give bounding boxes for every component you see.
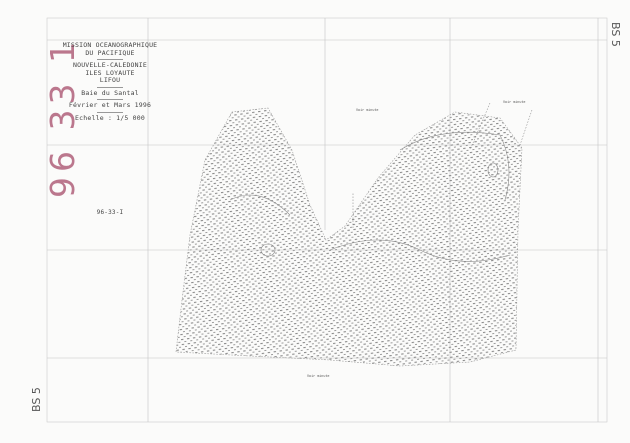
bay-name: Baie du Santal — [81, 88, 139, 97]
mission-subtitle: DU PACIFIQUE — [85, 48, 135, 57]
minute-note-1: Voir minute — [356, 108, 379, 112]
region: NOUVELLE-CALEDONIE — [72, 61, 148, 69]
sheet-code-bottom: BS 5 — [30, 387, 43, 412]
mission-title: MISSION OCEANOGRAPHIQUE — [62, 41, 158, 49]
survey-date: Février et Mars 1996 — [68, 101, 152, 109]
islands: ILES LOYAUTE — [85, 68, 135, 77]
scale: Echelle : 1/5 000 — [75, 113, 145, 122]
minute-note-3: Voir minute — [307, 374, 330, 378]
sheet-code-top: BS 5 — [609, 22, 622, 47]
reference-number: 96-33-I — [96, 209, 124, 216]
minute-note-2: Voir minute — [503, 100, 526, 104]
fine-print — [55, 125, 165, 165]
depth-contours — [229, 131, 511, 262]
sounding-area — [175, 107, 523, 367]
neatline — [46, 17, 608, 423]
title-block: MISSION OCEANOGRAPHIQUE DU PACIFIQUE NOU… — [55, 41, 165, 217]
island: LIFOU — [99, 76, 121, 84]
minute-leader-lines — [352, 102, 533, 228]
notes — [55, 165, 165, 205]
